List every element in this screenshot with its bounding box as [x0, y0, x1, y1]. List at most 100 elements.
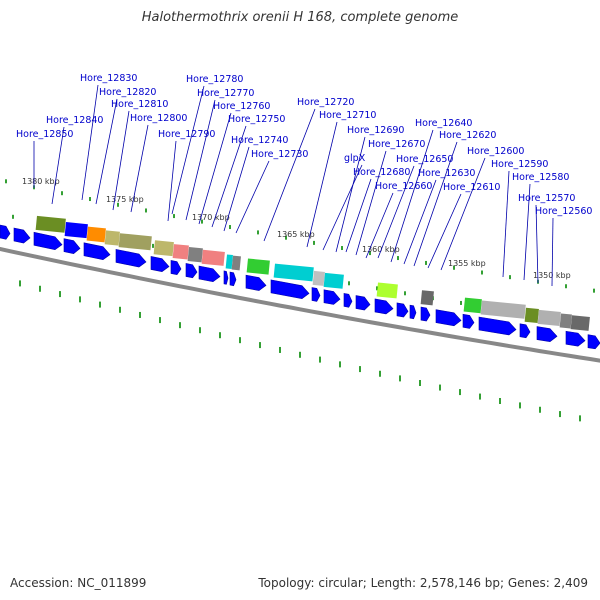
label-leader-line [535, 204, 539, 284]
gene-arrow [198, 265, 221, 283]
label-leader-line [377, 165, 415, 259]
label-leader-line [185, 99, 216, 221]
label-leader-line [51, 126, 65, 205]
gene-label: Hore_12790 [158, 129, 215, 140]
gene-arrow [435, 309, 462, 327]
gene-arrow [478, 316, 517, 336]
gene-arrow [170, 260, 182, 275]
label-leader-line [390, 129, 434, 263]
cog-feature [118, 233, 152, 251]
gene-arrow [396, 302, 409, 318]
label-leader-line [167, 140, 177, 222]
label-leader-line [427, 193, 462, 269]
tick-marks [5, 179, 595, 422]
gene-label: Hore_12770 [197, 88, 254, 99]
gene-arrow [587, 334, 600, 350]
accession-text: Accession: NC_011899 [10, 576, 147, 590]
label-leader-line [413, 141, 458, 267]
label-leader-line [95, 98, 118, 205]
gene-arrow [33, 231, 63, 251]
cog-feature [570, 315, 590, 331]
gene-arrow [115, 249, 147, 268]
gene-arrow [355, 295, 371, 311]
gene-label: Hore_12710 [319, 110, 376, 121]
gene-label: Hore_12670 [368, 139, 425, 150]
label-leader-line [223, 146, 250, 232]
cog-feature [273, 263, 314, 282]
gene-label: Hore_12630 [418, 168, 475, 179]
gene-arrow [0, 224, 11, 240]
label-leader-line [440, 157, 486, 271]
gene-label: Hore_12680 [353, 167, 410, 178]
gene-arrow [519, 323, 531, 339]
cog-feature [537, 309, 561, 326]
gene-arrow [13, 227, 31, 244]
gene-label: Hore_12570 [518, 193, 575, 204]
gene-label: Hore_12830 [80, 73, 137, 84]
label-leader-line [171, 85, 205, 215]
label-leader-line [198, 112, 232, 225]
backbone-line [0, 247, 600, 363]
cog-feature [420, 290, 434, 306]
scale-label: 1355 kbp [448, 259, 486, 268]
gene-arrow [409, 304, 417, 320]
gene-label: Hore_12740 [231, 135, 288, 146]
gene-arrow [565, 330, 586, 347]
cog-feature-track [35, 215, 590, 331]
cog-feature [524, 307, 539, 323]
label-leader-line [523, 183, 531, 281]
label-leader-line [81, 84, 99, 201]
gene-label: Hore_12800 [130, 113, 187, 124]
gene-label: Hore_12580 [512, 172, 569, 183]
genome-info-text: Topology: circular; Length: 2,578,146 bp… [258, 576, 588, 590]
scale-label: 1360 kbp [362, 245, 400, 254]
label-leader-line [130, 124, 149, 213]
cog-feature [480, 300, 526, 319]
label-leader-line [502, 170, 510, 278]
label-leader-line [365, 192, 394, 259]
gene-label: Hore_12760 [213, 101, 270, 112]
gene-arrow [311, 287, 321, 302]
gene-label: Hore_12820 [99, 87, 156, 98]
label-leader-line [322, 164, 363, 251]
gene-label: Hore_12640 [415, 118, 472, 129]
label-leader-line [345, 178, 372, 253]
cog-feature [35, 215, 66, 233]
gene-arrow [270, 279, 310, 299]
gene-arrow [420, 306, 431, 322]
gene-arrow [185, 263, 198, 279]
cog-feature [559, 313, 572, 329]
cog-feature [463, 297, 482, 314]
gene-arrow [536, 326, 558, 342]
label-leader-line [211, 125, 247, 228]
gene-arrow [63, 238, 81, 254]
gene-arrow [83, 242, 111, 261]
gene-arrow [223, 270, 229, 285]
cog-feature [187, 247, 203, 263]
genome-backbone [0, 247, 600, 363]
gene-label: Hore_12840 [46, 115, 103, 126]
cog-feature [225, 254, 233, 269]
gene-label: Hore_12730 [251, 149, 308, 160]
gene-label: Hore_12780 [186, 74, 243, 85]
gene-arrow-track [0, 224, 600, 350]
gene-arrow [374, 298, 394, 315]
cog-feature [201, 249, 225, 266]
gene-label: Hore_12810 [111, 99, 168, 110]
cog-feature [64, 222, 88, 239]
gene-labels: Hore_12850 Hore_12840 Hore_12830 Hore_12820… [16, 73, 592, 287]
gene-label: Hore_12850 [16, 129, 73, 140]
label-leader-line [263, 108, 316, 242]
gene-arrow [245, 274, 267, 291]
gene-label: Hore_12690 [347, 125, 404, 136]
label-leader-line [355, 150, 387, 256]
cog-feature [312, 270, 325, 286]
label-leader-line [335, 136, 366, 253]
gene-label: Hore_12660 [375, 181, 432, 192]
gene-label: Hore_12560 [535, 206, 592, 217]
gene-label: Hore_12600 [467, 146, 524, 157]
gene-label: Hore_12720 [297, 97, 354, 108]
cog-feature [323, 272, 344, 289]
scale-label: 1380 kbp [22, 177, 60, 186]
gene-label: Hore_12650 [396, 154, 453, 165]
